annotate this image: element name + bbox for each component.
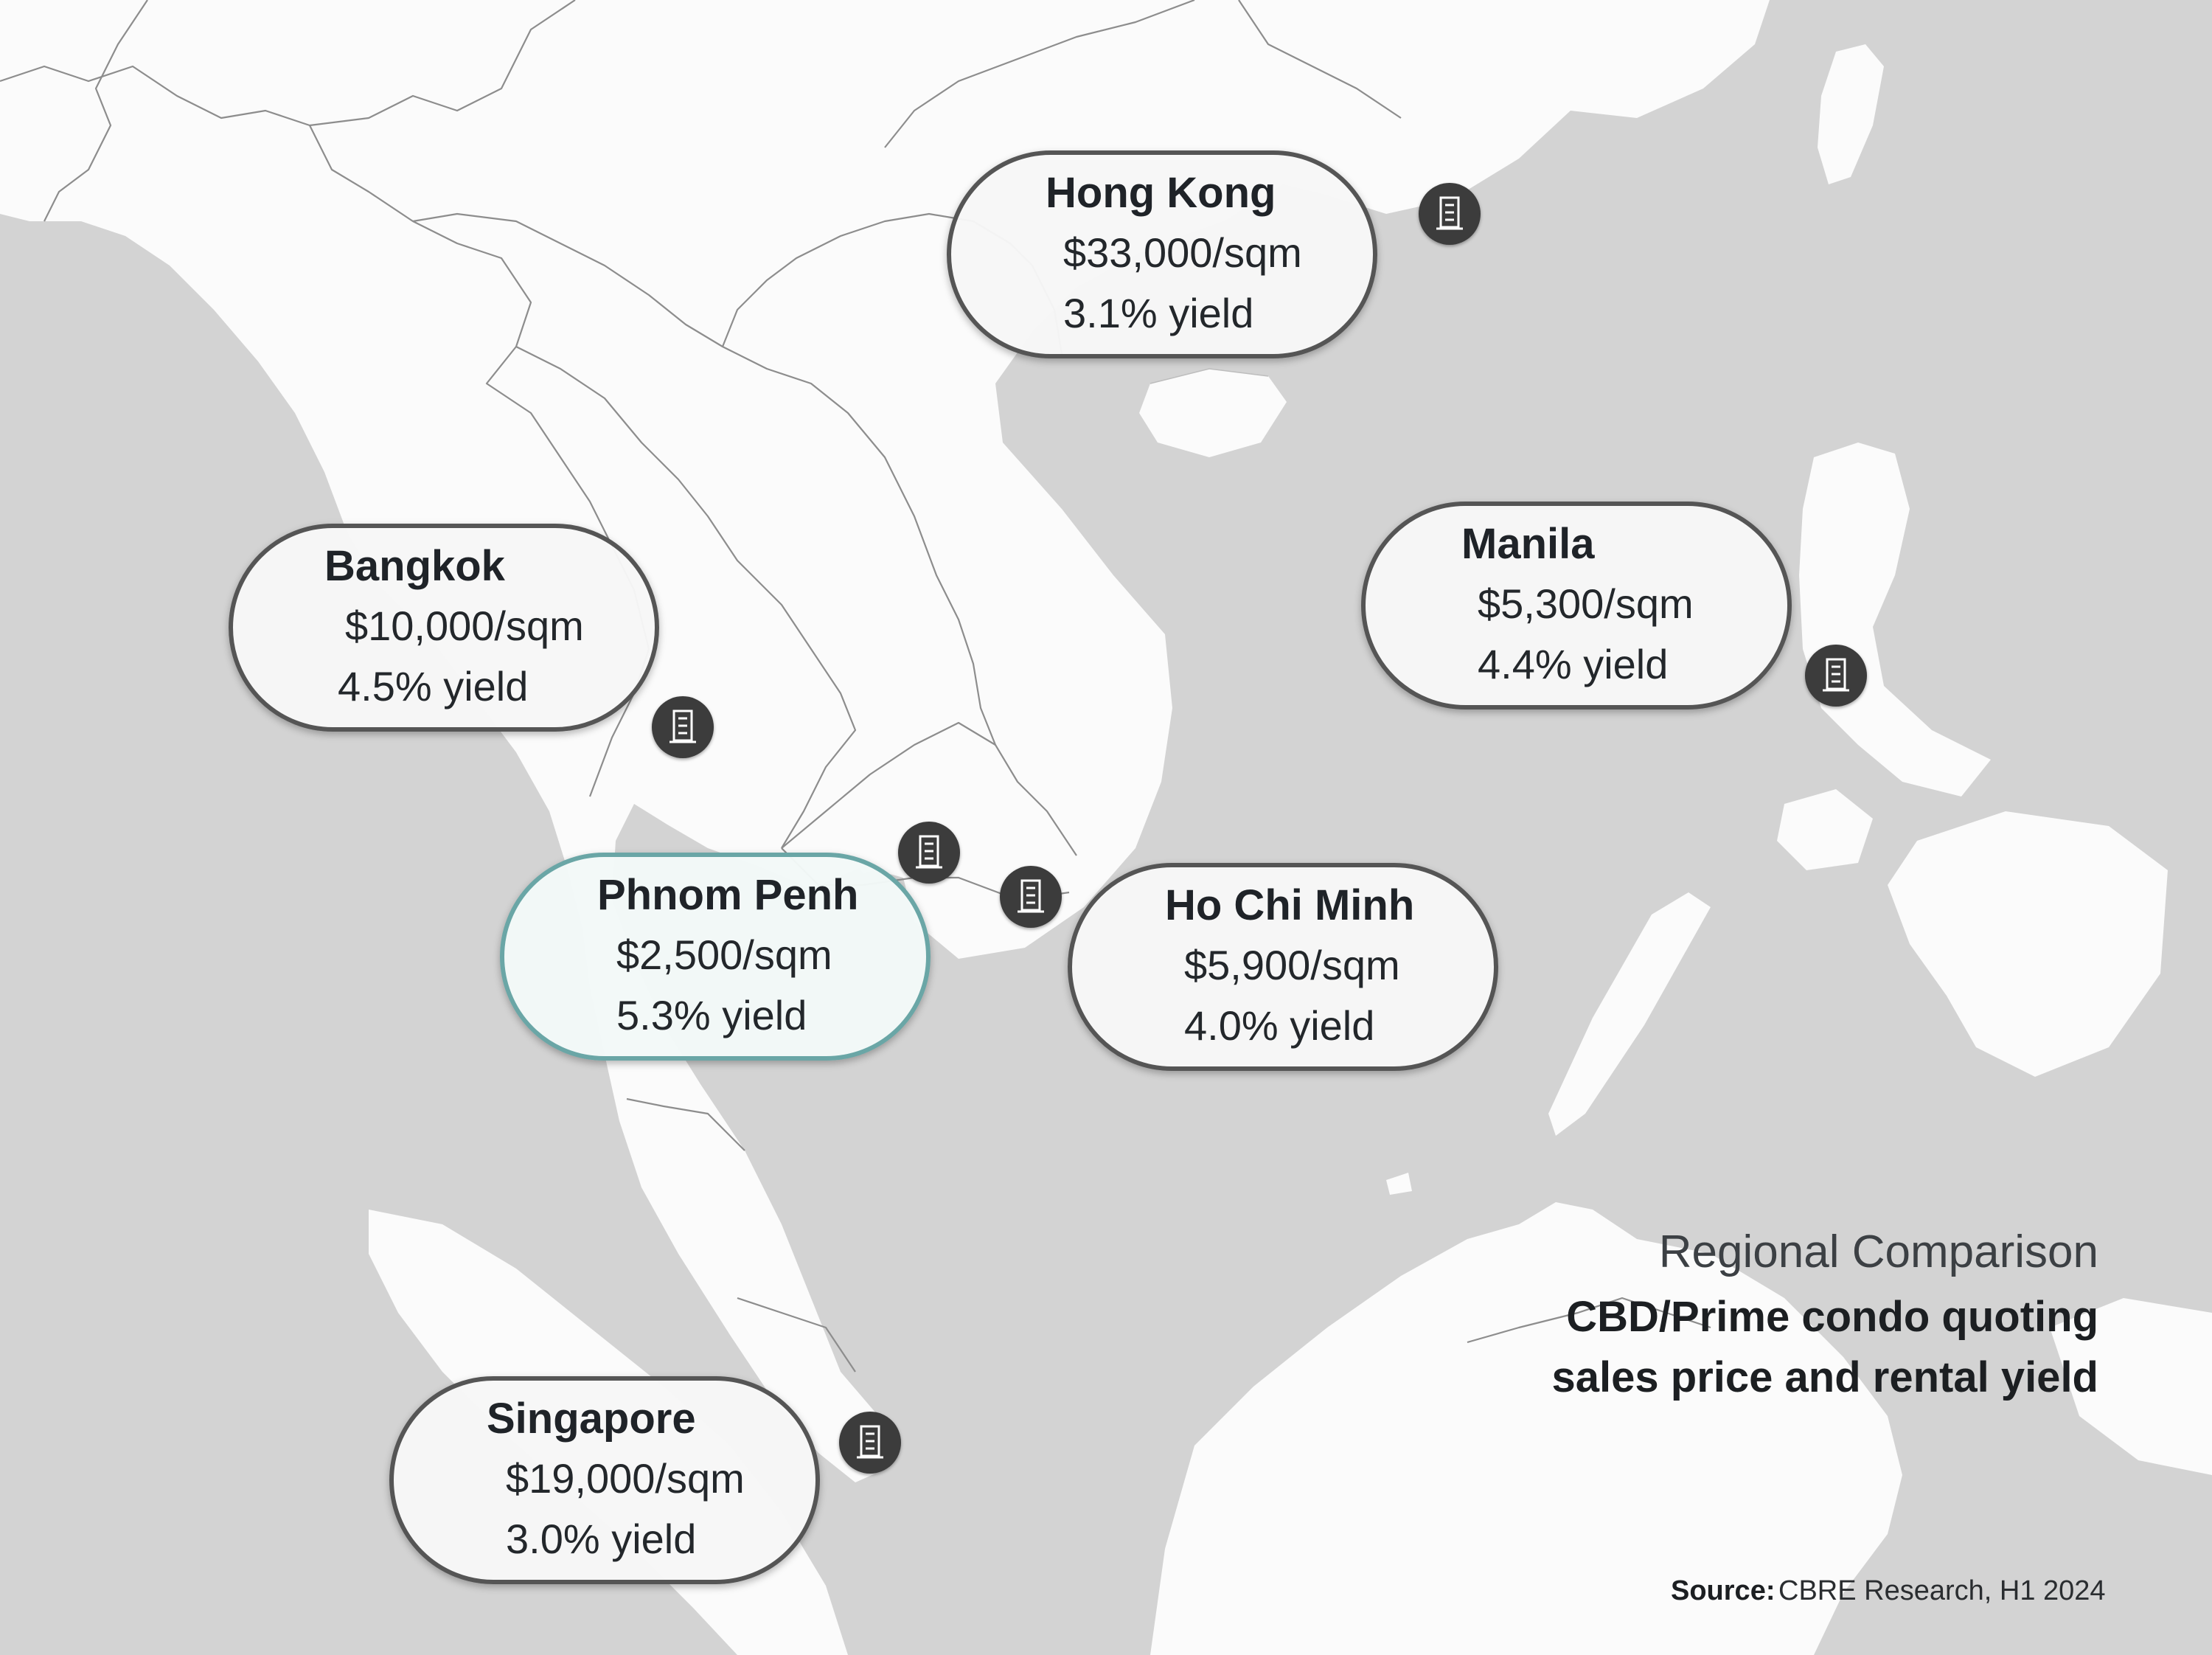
building-marker-manila[interactable]: [1805, 645, 1867, 707]
building-marker-ho-chi-minh[interactable]: [1000, 866, 1062, 928]
building-icon: [669, 709, 696, 743]
city-name: Singapore: [487, 1395, 696, 1443]
city-price: $5,300/sqm: [1478, 580, 1694, 627]
city-card-manila[interactable]: Manila $5,300/sqm 4.4% yield: [1361, 502, 1792, 709]
building-icon: [857, 1425, 883, 1459]
source-value: CBRE Research, H1 2024: [1778, 1575, 2106, 1606]
city-card-ho-chi-minh[interactable]: Ho Chi Minh $5,900/sqm 4.0% yield: [1068, 863, 1498, 1071]
legend-title: Regional Comparison: [1658, 1226, 2098, 1277]
city-price: $10,000/sqm: [345, 603, 584, 649]
sulawesi-island: [2050, 1298, 2212, 1475]
luzon-island: [1799, 443, 1991, 797]
city-name: Manila: [1461, 520, 1595, 568]
mindanao-island: [1888, 811, 2168, 1077]
city-yield: 5.3% yield: [616, 992, 807, 1038]
building-icon: [916, 835, 942, 869]
borneo-island: [1150, 1202, 1902, 1655]
city-card-phnom-penh[interactable]: Phnom Penh $2,500/sqm 5.3% yield: [500, 853, 931, 1061]
visayas-islands: [1777, 789, 1873, 870]
building-marker-hong-kong[interactable]: [1419, 183, 1481, 245]
city-name: Ho Chi Minh: [1165, 881, 1415, 929]
building-marker-phnom-penh[interactable]: [898, 822, 960, 884]
hainan-island: [1139, 369, 1287, 457]
city-yield: 4.0% yield: [1184, 1002, 1375, 1049]
city-yield: 4.4% yield: [1478, 641, 1669, 687]
city-name: Hong Kong: [1046, 169, 1276, 217]
building-marker-singapore[interactable]: [839, 1412, 901, 1474]
city-yield: 4.5% yield: [338, 663, 529, 709]
building-marker-bangkok[interactable]: [652, 696, 714, 758]
building-icon: [1018, 879, 1044, 913]
city-card-hong-kong[interactable]: Hong Kong $33,000/sqm 3.1% yield: [947, 150, 1377, 358]
source-label: Source:: [1671, 1575, 1775, 1606]
mainland-landmass: [0, 0, 1770, 1482]
city-price: $2,500/sqm: [616, 931, 832, 978]
building-icon: [1823, 658, 1849, 692]
city-card-bangkok[interactable]: Bangkok $10,000/sqm 4.5% yield: [229, 524, 659, 732]
city-price: $19,000/sqm: [506, 1455, 745, 1502]
legend-subtitle-line1: CBD/Prime condo quoting: [1566, 1293, 2098, 1341]
city-price: $33,000/sqm: [1063, 229, 1302, 276]
legend-subtitle-line2: sales price and rental yield: [1551, 1353, 2098, 1401]
city-card-singapore[interactable]: Singapore $19,000/sqm 3.0% yield: [389, 1376, 820, 1584]
city-name: Bangkok: [324, 542, 505, 590]
building-icon: [1436, 196, 1463, 230]
city-name: Phnom Penh: [597, 871, 859, 919]
palawan-island: [1548, 892, 1711, 1136]
city-yield: 3.1% yield: [1063, 290, 1254, 336]
taiwan-island: [1818, 44, 1884, 184]
city-yield: 3.0% yield: [506, 1516, 697, 1562]
city-price: $5,900/sqm: [1184, 942, 1400, 988]
